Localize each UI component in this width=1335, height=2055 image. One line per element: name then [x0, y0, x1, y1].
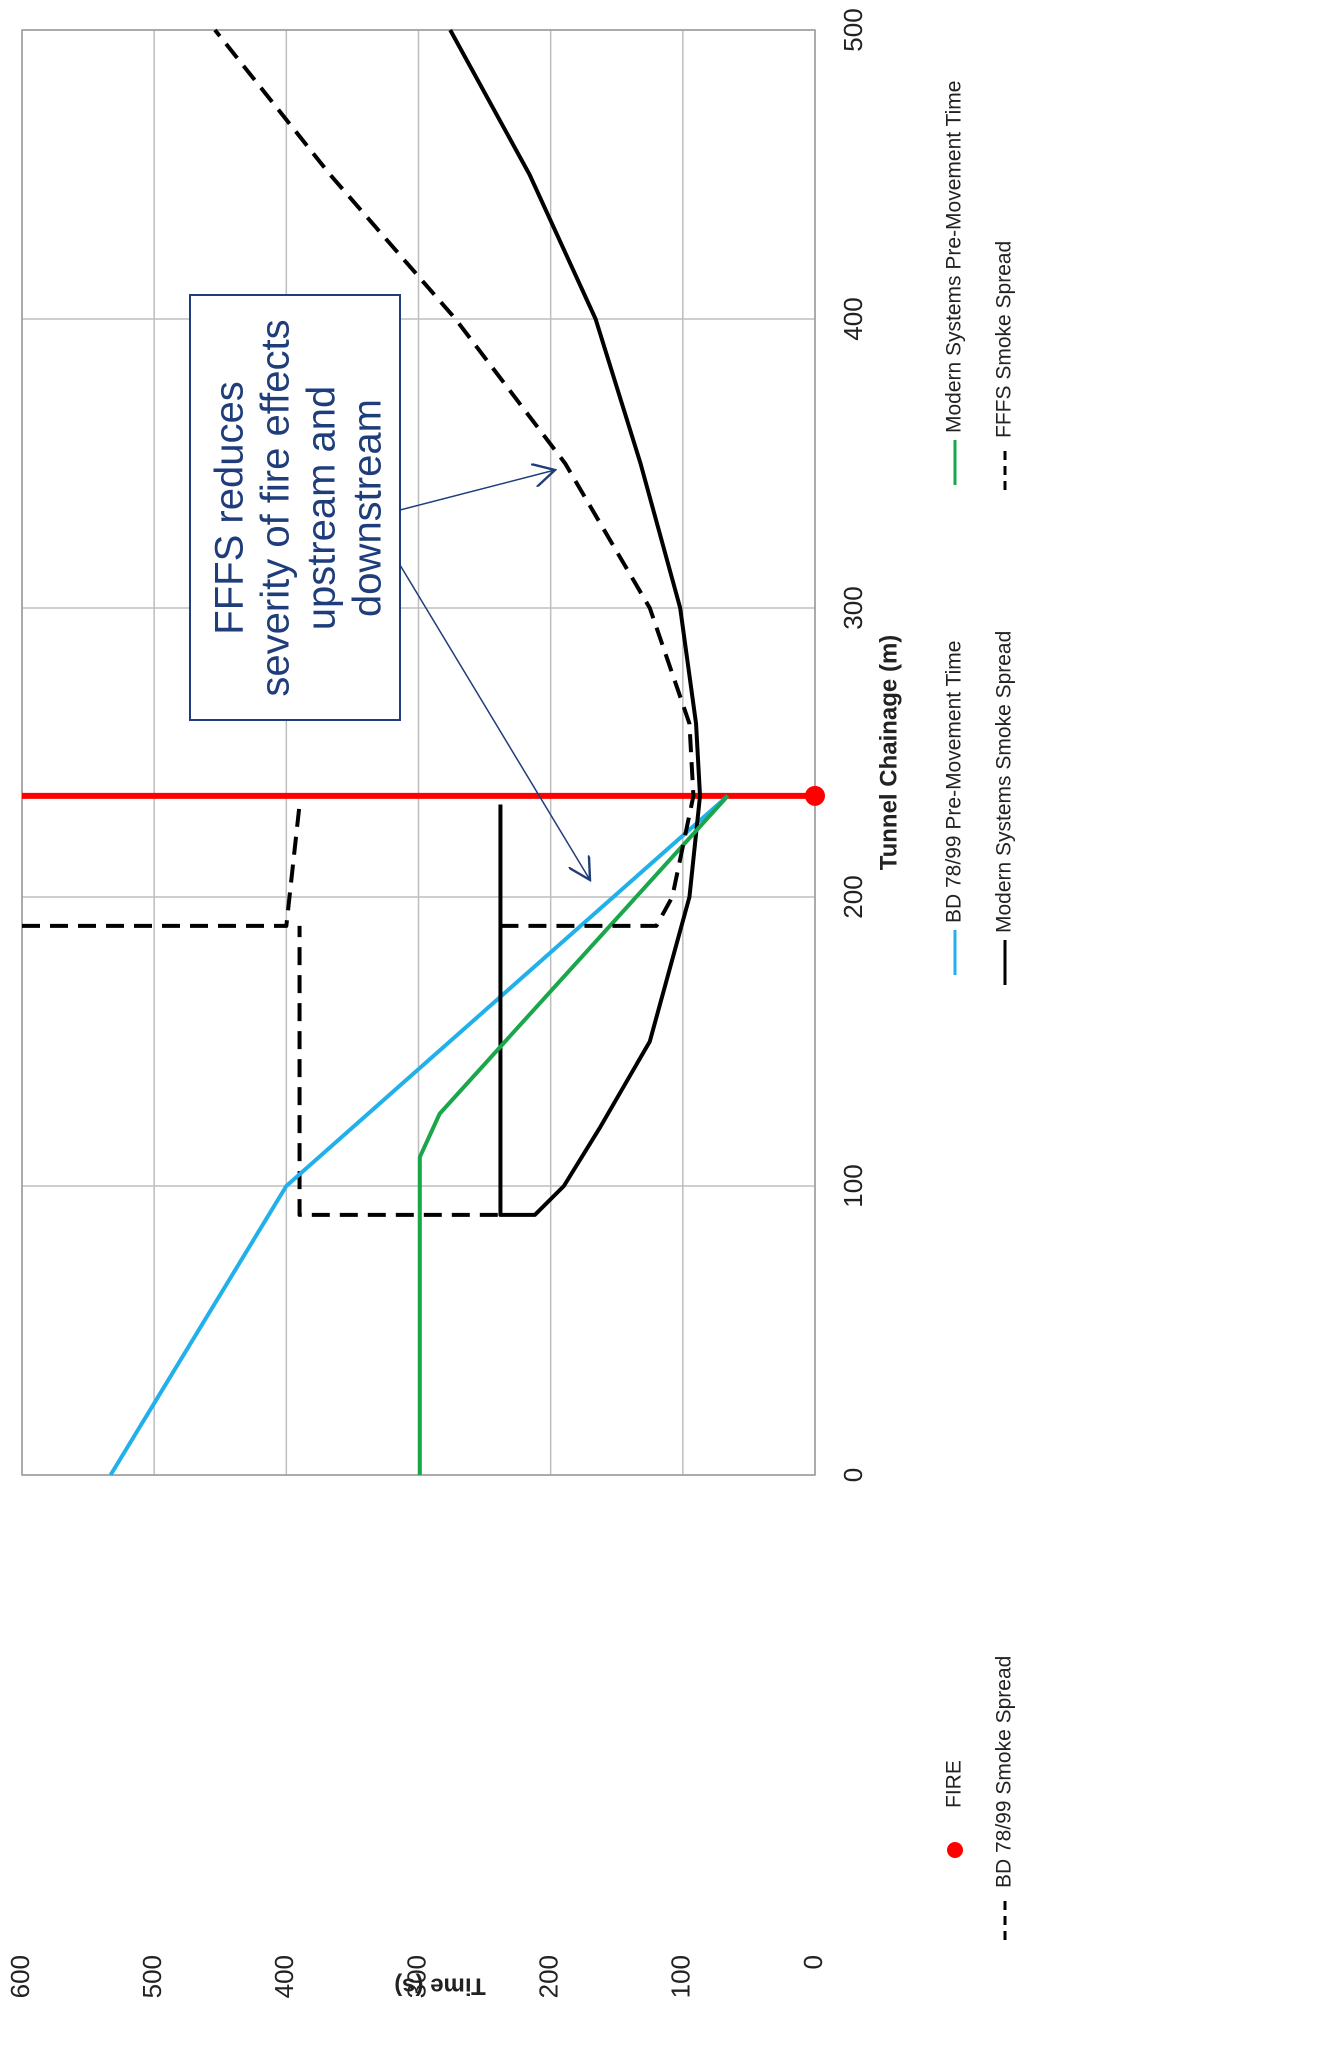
x-tick-label: 0: [838, 1468, 868, 1482]
x-tick-label: 400: [838, 297, 868, 340]
x-axis-title: Tunnel Chainage (m): [875, 635, 902, 871]
y-tick-label: 600: [5, 1955, 35, 1998]
y-tick-label: 400: [269, 1955, 299, 1998]
series-line: [213, 28, 696, 928]
annotation-text: downstream: [346, 399, 390, 617]
legend-label: Modern Systems Smoke Spread: [993, 631, 1016, 933]
annotation-box: [189, 294, 401, 721]
legend-marker: [947, 1842, 963, 1858]
y-tick-label: 100: [666, 1955, 696, 1998]
rotated-plot: 0 100 200 300 400 500 0 100 200 300 400 500 600 Tunne…: [5, 8, 1016, 1999]
x-tick-label: 500: [838, 8, 868, 51]
series-line: [417, 794, 730, 1475]
legend-label: BD 78/99 Pre-Movement Time: [943, 641, 966, 923]
y-tick-label: 200: [534, 1955, 564, 1998]
legend-label: Modern Systems Pre-Movement Time: [943, 81, 966, 433]
y-tick-label: 500: [137, 1955, 167, 1998]
annotation-arrow: [399, 470, 555, 511]
fire-marker: [805, 785, 825, 806]
x-tick-label: 300: [838, 586, 868, 629]
y-tick-label: 0: [798, 1955, 828, 1969]
series-line: [108, 794, 730, 1477]
y-axis-title: Time (s): [394, 1973, 486, 2000]
series-line: [448, 29, 703, 1217]
annotation-text: upstream and: [300, 386, 344, 631]
legend-label: BD 78/99 Smoke Spread: [993, 1656, 1016, 1888]
annotation-text: severity of fire effects: [254, 319, 298, 696]
series-line: [22, 804, 498, 1217]
x-tick-label: 100: [838, 1164, 868, 1207]
annotation-text: FFFS reduces: [208, 381, 252, 634]
legend-label: FFFS Smoke Spread: [993, 241, 1016, 438]
annotation-arrow: [399, 564, 590, 880]
x-tick-label: 200: [838, 875, 868, 918]
y-tick-label: 300: [401, 1955, 431, 1998]
legend-label: FIRE: [943, 1760, 966, 1808]
